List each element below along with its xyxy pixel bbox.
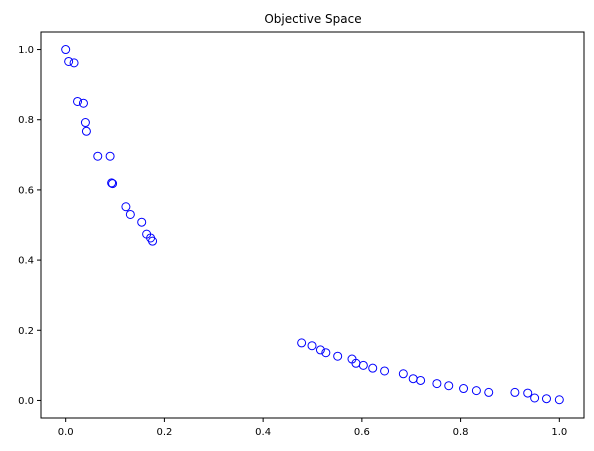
data-point-0-3 — [73, 96, 83, 106]
data-point-0-24 — [358, 360, 368, 370]
y-tick-label-4: 0.8 — [18, 115, 34, 126]
data-point-0-6 — [81, 126, 91, 136]
y-tick-label-0: 0.0 — [18, 396, 34, 407]
data-point-0-19 — [315, 345, 325, 355]
data-point-0-31 — [444, 381, 454, 391]
data-point-0-20 — [321, 348, 331, 358]
x-tick-label-2: 0.4 — [255, 427, 271, 438]
data-point-0-36 — [523, 388, 533, 398]
data-point-0-13 — [137, 217, 147, 227]
x-tick-label-5: 1.0 — [551, 427, 567, 438]
x-tick-label-0: 0.0 — [58, 427, 74, 438]
data-point-0-29 — [416, 375, 426, 385]
data-point-0-25 — [368, 363, 378, 373]
data-point-0-8 — [105, 151, 115, 161]
data-point-0-7 — [93, 151, 103, 161]
data-point-0-18 — [307, 341, 317, 351]
data-point-0-16 — [148, 236, 158, 246]
y-tick-label-3: 0.6 — [18, 185, 34, 196]
data-point-0-33 — [471, 386, 481, 396]
data-point-0-2 — [69, 58, 79, 68]
data-point-0-5 — [80, 118, 90, 128]
data-point-0-38 — [541, 394, 551, 404]
data-point-0-11 — [121, 202, 131, 212]
plot-frame — [40, 31, 585, 419]
data-point-0-10 — [108, 179, 118, 189]
data-point-0-35 — [510, 387, 520, 397]
data-point-0-1 — [64, 56, 74, 66]
data-point-0-30 — [432, 379, 442, 389]
data-point-0-39 — [554, 395, 564, 405]
data-point-0-37 — [530, 393, 540, 403]
data-point-0-9 — [107, 178, 117, 188]
data-point-0-21 — [333, 351, 343, 361]
chart-title: Objective Space — [264, 12, 361, 26]
data-point-0-27 — [398, 369, 408, 379]
data-point-0-34 — [484, 387, 494, 397]
data-point-0-26 — [380, 366, 390, 376]
data-point-0-32 — [459, 384, 469, 394]
ticks-layer: 0.0 0.2 0.4 0.6 0.8 1.0 0.0 0.2 0.4 0.6 0.8 1.0 — [18, 45, 567, 438]
data-point-0-12 — [125, 209, 135, 219]
data-point-0-17 — [297, 338, 307, 348]
data-point-0-4 — [78, 98, 88, 108]
x-tick-label-4: 0.8 — [453, 427, 469, 438]
y-tick-label-5: 1.0 — [18, 45, 34, 56]
x-tick-label-1: 0.2 — [156, 427, 172, 438]
data-point-0-0 — [61, 45, 71, 55]
points-layer — [61, 45, 564, 405]
y-tick-label-1: 0.2 — [18, 326, 34, 337]
y-tick-label-2: 0.4 — [18, 256, 34, 267]
x-tick-label-3: 0.6 — [354, 427, 370, 438]
